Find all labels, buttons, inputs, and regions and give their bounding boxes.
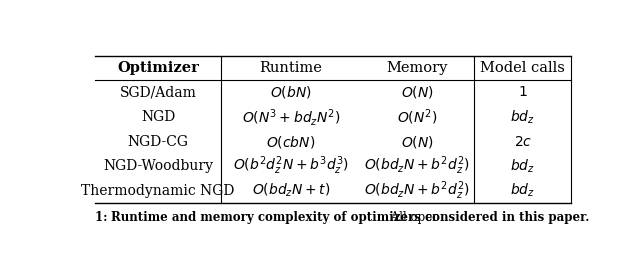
Text: NGD-CG: NGD-CG [127, 135, 189, 149]
Text: NGD-Woodbury: NGD-Woodbury [103, 159, 213, 173]
Text: $bd_z$: $bd_z$ [510, 157, 535, 175]
Text: All oper: All oper [387, 211, 437, 224]
Text: $O(cbN)$: $O(cbN)$ [266, 134, 316, 150]
Text: Runtime: Runtime [259, 61, 322, 75]
Text: NGD: NGD [141, 110, 175, 124]
Text: $O(N)$: $O(N)$ [401, 134, 434, 150]
Text: $O(N^2)$: $O(N^2)$ [397, 107, 438, 127]
Text: $bd_z$: $bd_z$ [510, 182, 535, 199]
Text: $1$: $1$ [518, 85, 527, 100]
Text: $2c$: $2c$ [513, 135, 532, 149]
Text: $O(bd_zN + b^2d_z^2)$: $O(bd_zN + b^2d_z^2)$ [364, 155, 470, 177]
Text: $O(b^2d_z^2N + b^3d_z^3)$: $O(b^2d_z^2N + b^3d_z^3)$ [233, 155, 349, 177]
Text: Model calls: Model calls [480, 61, 565, 75]
Text: 1:: 1: [95, 211, 111, 224]
Text: Optimizer: Optimizer [117, 61, 199, 75]
Text: Thermodynamic NGD: Thermodynamic NGD [81, 184, 235, 198]
Text: SGD/Adam: SGD/Adam [120, 85, 196, 100]
Text: $O(bd_zN + b^2d_z^2)$: $O(bd_zN + b^2d_z^2)$ [364, 179, 470, 202]
Text: $O(N)$: $O(N)$ [401, 84, 434, 100]
Text: $O(bd_zN + t)$: $O(bd_zN + t)$ [252, 182, 330, 199]
Text: $O(N^3 + bd_zN^2)$: $O(N^3 + bd_zN^2)$ [241, 107, 340, 128]
Text: Memory: Memory [387, 61, 448, 75]
Text: Runtime and memory complexity of optimizers considered in this paper.: Runtime and memory complexity of optimiz… [111, 211, 589, 224]
Text: $bd_z$: $bd_z$ [510, 108, 535, 126]
Text: $O(bN)$: $O(bN)$ [270, 84, 312, 100]
